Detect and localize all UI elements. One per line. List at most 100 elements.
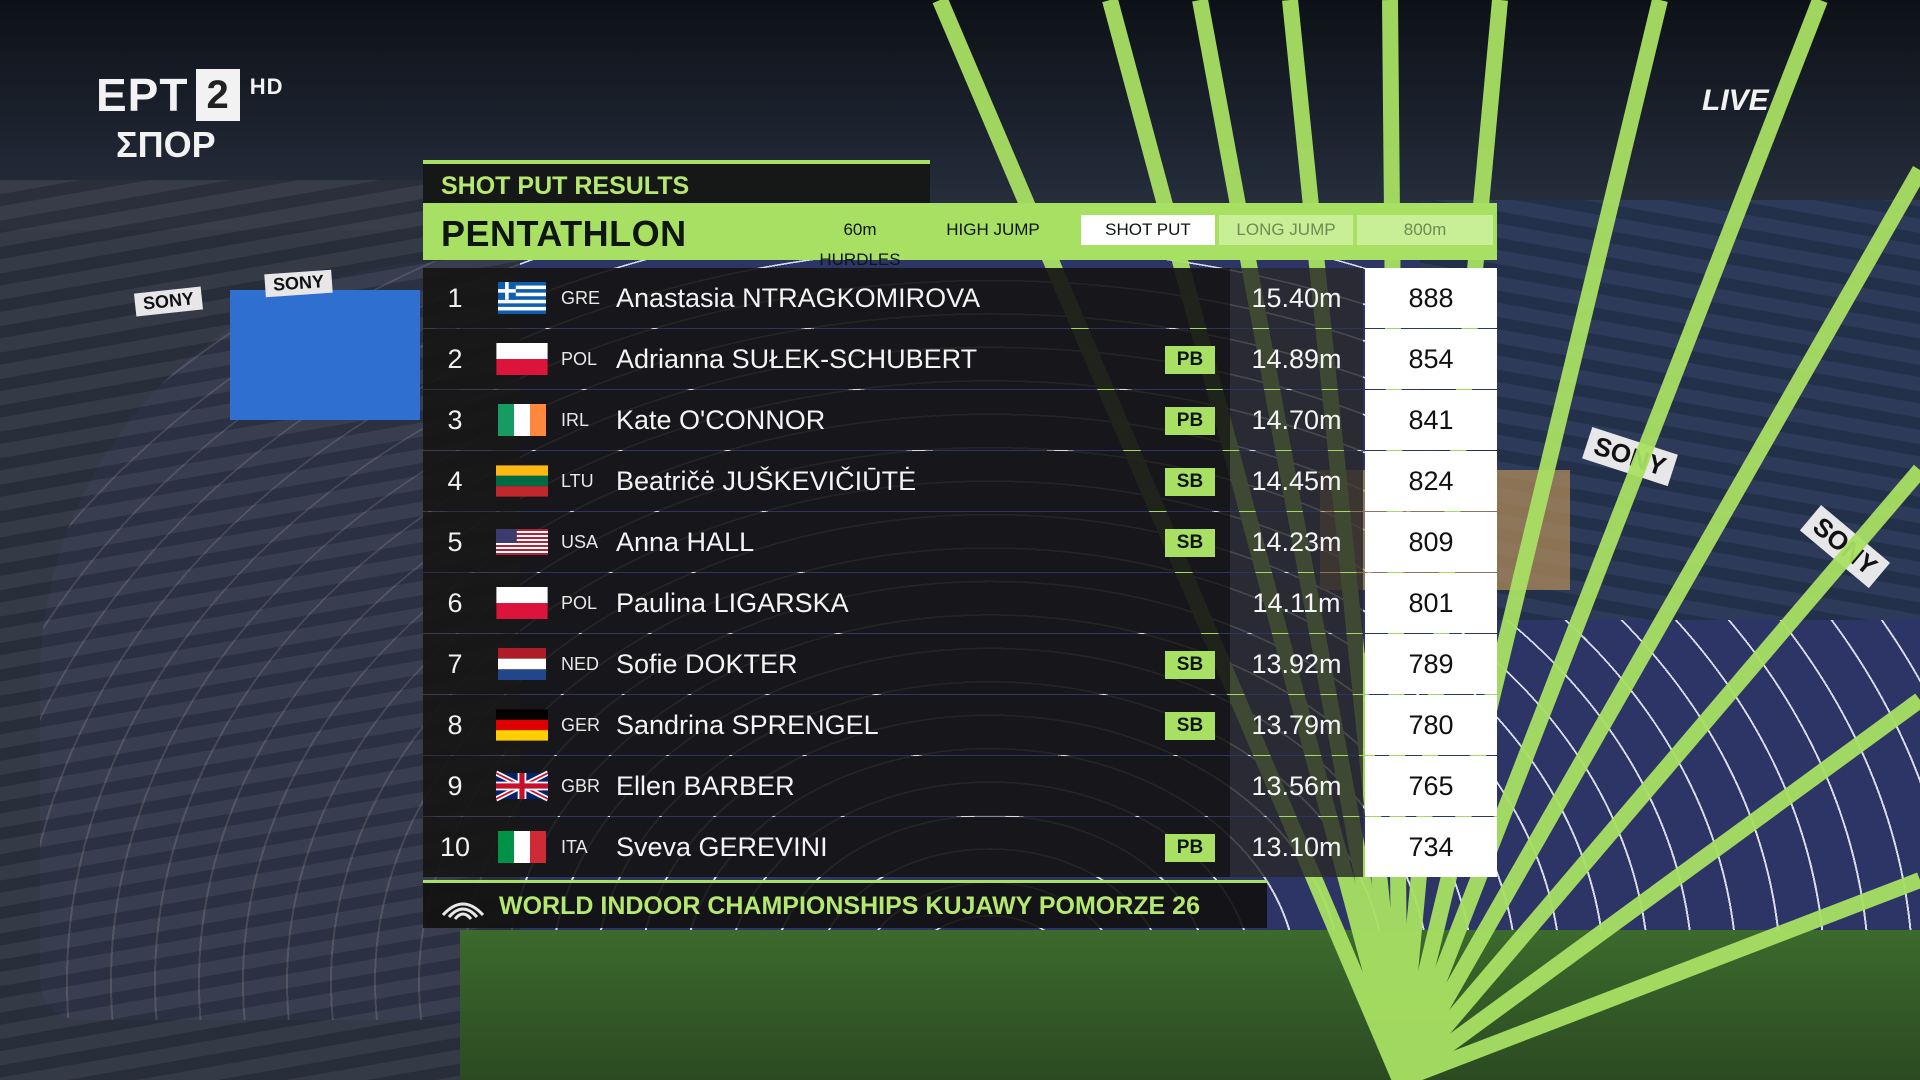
athlete-name: Paulina LIGARSKA [616, 588, 849, 618]
shot-put-mark: 14.89m [1251, 344, 1342, 374]
record-badge: SB [1165, 468, 1215, 496]
result-row: 10 ITA Sveva GEREVINI PB 13.10m 734 [423, 817, 1497, 877]
rank: 9 [447, 771, 463, 801]
shot-put-mark: 15.40m [1251, 283, 1342, 313]
mark-cell [1230, 268, 1363, 328]
shot-put-mark: 14.23m [1251, 527, 1342, 557]
points-cell [1365, 329, 1497, 389]
ireland-flag [496, 404, 548, 436]
country-code: POL [561, 593, 598, 613]
points: 734 [1408, 832, 1454, 862]
record-badge: SB [1165, 712, 1215, 740]
results-table: 1 GRE Anastasia NTRAGKOMIROVA 15.40m 888… [423, 268, 1497, 878]
mark-cell [1230, 756, 1363, 816]
points: 809 [1408, 527, 1454, 557]
result-row: 5 USA Anna HALL SB 14.23m 809 [423, 512, 1497, 572]
shot-put-mark: 13.92m [1251, 649, 1342, 679]
shot-put-mark: 14.45m [1251, 466, 1342, 496]
country-code: ITA [561, 837, 588, 857]
record-badge: PB [1165, 346, 1215, 374]
netherlands-flag [496, 648, 548, 680]
poland-flag [496, 343, 548, 375]
row-background [423, 756, 1230, 816]
athlete-name: Beatričė JUŠKEVIČIŪTĖ [616, 466, 917, 496]
tab-long-jump: LONG JUMP [1219, 215, 1353, 245]
poland-flag [496, 587, 548, 619]
tab-60m-hurdles: 60m HURDLES [819, 220, 901, 269]
record-badge: PB [1165, 834, 1215, 862]
mark-cell [1230, 329, 1363, 389]
points-cell [1365, 756, 1497, 816]
channel-number: 2 [196, 69, 240, 121]
tab-800m: 800m [1357, 215, 1493, 245]
rank: 7 [447, 649, 463, 679]
shot-put-mark: 13.56m [1251, 771, 1342, 801]
record-badge: PB [1165, 407, 1215, 435]
result-row: 2 POL Adrianna SUŁEK-SCHUBERT PB 14.89m … [423, 329, 1497, 389]
points: 801 [1408, 588, 1454, 618]
results-title: SHOT PUT RESULTS [441, 172, 690, 200]
record-badge: SB [1165, 529, 1215, 557]
tab-high-jump: HIGH JUMP [946, 220, 1040, 239]
row-background [423, 817, 1230, 877]
points-cell [1365, 268, 1497, 328]
rank: 1 [447, 283, 463, 313]
points: 854 [1408, 344, 1454, 374]
points: 888 [1408, 283, 1454, 313]
result-row: 6 POL Paulina LIGARSKA 14.11m 801 [423, 573, 1497, 633]
country-code: NED [561, 654, 600, 674]
record-badge: SB [1165, 651, 1215, 679]
lithuania-flag [496, 465, 548, 497]
athlete-name: Kate O'CONNOR [616, 405, 826, 435]
points: 789 [1408, 649, 1454, 679]
country-code: USA [561, 532, 599, 552]
result-row: 8 GER Sandrina SPRENGEL SB 13.79m 780 [423, 695, 1497, 755]
live-indicator: LIVE [1702, 84, 1769, 117]
row-background [423, 451, 1230, 511]
result-row: 9 GBR Ellen BARBER 13.56m 765 [423, 756, 1497, 816]
athlete-name: Adrianna SUŁEK-SCHUBERT [616, 344, 978, 374]
arena-wall [460, 930, 1920, 1080]
points-cell [1365, 695, 1497, 755]
athlete-name: Anastasia NTRAGKOMIROVA [616, 283, 981, 313]
event-title: PENTATHLON [441, 213, 687, 254]
points-cell [1365, 817, 1497, 877]
results-header: SHOT PUT RESULTS [423, 160, 930, 203]
row-background [423, 695, 1230, 755]
shot-put-mark: 14.11m [1252, 588, 1341, 618]
infield-mat [230, 290, 420, 420]
usa-flag [496, 526, 548, 558]
country-code: POL [561, 349, 598, 369]
broadcaster-subtitle: ΣΠΟΡ [116, 124, 216, 165]
rank: 3 [447, 405, 463, 435]
rank: 6 [447, 588, 463, 618]
championship-logo-icon [441, 902, 485, 920]
result-row: 4 LTU Beatričė JUŠKEVIČIŪTĖ SB 14.45m 82… [423, 451, 1497, 511]
championship-title: WORLD INDOOR CHAMPIONSHIPS KUJAWY POMORZ… [499, 892, 1200, 920]
athlete-name: Sveva GEREVINI [616, 832, 828, 862]
country-code: GER [561, 715, 601, 735]
greece-flag [496, 282, 548, 314]
points: 765 [1408, 771, 1454, 801]
points: 824 [1408, 466, 1454, 496]
shot-put-mark: 13.79m [1251, 710, 1342, 740]
rank: 5 [447, 527, 463, 557]
broadcaster-name: ΕΡΤ [96, 69, 189, 121]
tab-shot-put: SHOT PUT [1081, 215, 1215, 245]
rank: 10 [439, 832, 471, 862]
points-cell [1365, 512, 1497, 572]
shot-put-mark: 14.70m [1251, 405, 1342, 435]
italy-flag [496, 831, 548, 863]
points-cell [1365, 451, 1497, 511]
mark-cell [1230, 695, 1363, 755]
mark-cell [1230, 817, 1363, 877]
points: 780 [1408, 710, 1454, 740]
athlete-name: Anna HALL [616, 527, 755, 557]
row-background [423, 573, 1230, 633]
row-background [423, 329, 1230, 389]
rank: 8 [447, 710, 463, 740]
rank: 4 [447, 466, 463, 496]
points-cell [1365, 634, 1497, 694]
championship-footer: WORLD INDOOR CHAMPIONSHIPS KUJAWY POMORZ… [423, 880, 1267, 928]
athlete-name: Ellen BARBER [616, 771, 795, 801]
